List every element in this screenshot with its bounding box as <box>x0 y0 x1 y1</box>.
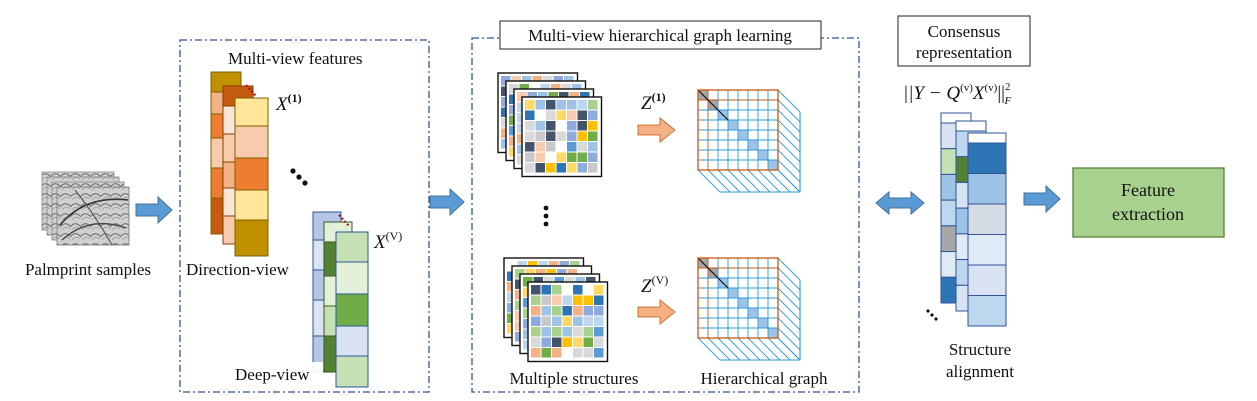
objective-formula: ||Y − Q(v)X(v)||2 F <box>903 81 1011 107</box>
multiple-structures-bottom <box>503 257 609 363</box>
palmprint-stack <box>41 171 130 246</box>
zv-symbol: Z(V) <box>641 273 668 297</box>
consensus-column <box>967 132 1007 327</box>
ellipsis-icon <box>290 168 308 186</box>
structure-label-line1: Structure <box>949 340 1011 359</box>
palmprint-samples-label: Palmprint samples <box>25 260 151 279</box>
right-arrow-icon <box>135 195 173 225</box>
multiple-structures-top <box>497 72 603 178</box>
structure-label-line2: alignment <box>946 362 1014 381</box>
graph-block <box>697 89 801 193</box>
feature-extraction-line1: Feature <box>1121 180 1175 200</box>
hierarchical-graph-top <box>697 89 801 193</box>
ellipsis-icon <box>543 205 549 227</box>
consensus-representation-columns <box>940 112 1007 327</box>
x1-symbol: X(1) <box>275 91 302 115</box>
multiple-structures-label: Multiple structures <box>510 369 639 388</box>
graph-block <box>697 257 801 361</box>
feature-extraction-line2: extraction <box>1112 204 1184 224</box>
multi-view-features-frame <box>179 39 430 393</box>
xv-symbol: X(V) <box>373 229 402 253</box>
right-arrow-icon <box>637 299 676 325</box>
feature-extraction-box <box>1072 167 1225 238</box>
deep-column-front <box>335 231 369 388</box>
right-arrow-icon <box>429 187 465 217</box>
direction-view-label: Direction-view <box>186 260 290 279</box>
deep-view-label: Deep-view <box>235 365 310 384</box>
z1-symbol: Z(1) <box>641 90 666 114</box>
double-arrow-icon <box>875 190 925 216</box>
structure-matrix <box>527 281 609 363</box>
hierarchical-learning-title: Multi-view hierarchical graph learning <box>528 26 792 45</box>
direction-view-columns <box>210 71 269 257</box>
ellipsis-icon <box>926 309 938 321</box>
deep-view-columns <box>312 211 369 388</box>
right-arrow-icon <box>637 117 676 143</box>
hierarchical-graph-bottom <box>697 257 801 361</box>
consensus-label-line2: representation <box>916 43 1013 62</box>
direction-column-front <box>234 97 269 257</box>
hierarchical-graph-label: Hierarchical graph <box>701 369 828 388</box>
hierarchical-learning-title-box <box>499 20 822 50</box>
structure-matrix <box>521 96 603 178</box>
multi-view-features-label: Multi-view features <box>228 49 363 68</box>
consensus-box <box>897 15 1031 67</box>
right-arrow-icon <box>1023 184 1061 214</box>
hierarchical-learning-frame <box>471 37 860 393</box>
consensus-label-line1: Consensus <box>928 22 1001 41</box>
